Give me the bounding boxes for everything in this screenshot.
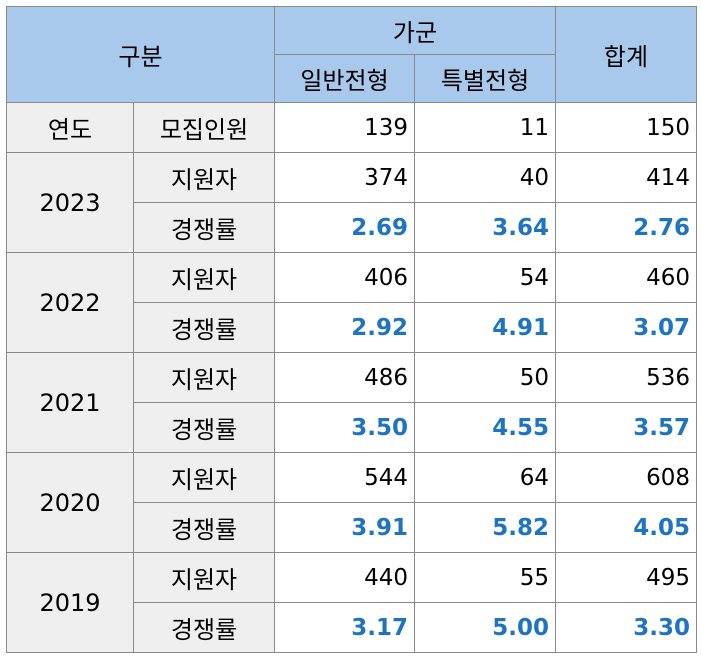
applicants-special: 50 [414, 352, 556, 403]
ratio-general: 2.69 [274, 202, 415, 253]
table-row: 경쟁률 3.91 5.82 4.05 [7, 502, 697, 553]
table-row: 2021 지원자 486 50 536 [6, 352, 697, 453]
ratio-label: 경쟁률 [133, 202, 275, 253]
ratio-general: 3.50 [274, 402, 415, 453]
applicants-label: 지원자 [133, 252, 275, 303]
applicants-special: 55 [414, 552, 556, 603]
table-row: 경쟁률 3.50 4.55 3.57 [7, 402, 697, 453]
ratio-special: 5.00 [414, 602, 556, 653]
admission-stats-table: 구분 가군 합계 일반전형 특별전형 연도 모집인원 139 11 150 20… [6, 6, 697, 653]
ratio-total: 3.07 [555, 302, 697, 353]
table-row: 경쟁률 2.92 4.91 3.07 [7, 302, 697, 353]
ratio-label: 경쟁률 [133, 502, 275, 553]
applicants-total: 608 [555, 452, 697, 503]
applicants-label: 지원자 [133, 152, 275, 203]
applicants-special: 40 [414, 152, 556, 203]
applicants-total: 460 [555, 252, 697, 303]
applicants-general: 486 [274, 352, 415, 403]
ratio-label: 경쟁률 [133, 602, 275, 653]
ratio-total: 3.30 [555, 602, 697, 653]
ratio-special: 5.82 [414, 502, 556, 553]
header-special: 특별전형 [414, 54, 556, 103]
applicants-label: 지원자 [133, 552, 275, 603]
ratio-special: 4.91 [414, 302, 556, 353]
applicants-special: 64 [414, 452, 556, 503]
ratio-label: 경쟁률 [133, 302, 275, 353]
applicants-special: 54 [414, 252, 556, 303]
table-row: 2019 지원자 440 55 495 [6, 552, 697, 653]
ratio-general: 3.91 [274, 502, 415, 553]
applicants-total: 495 [555, 552, 697, 603]
header-general: 일반전형 [274, 54, 415, 103]
table-row: 2022 지원자 406 54 460 [6, 252, 697, 353]
ratio-label: 경쟁률 [133, 402, 275, 453]
applicants-total: 414 [555, 152, 697, 203]
year-cell: 2021 [6, 352, 134, 453]
applicants-label: 지원자 [133, 352, 275, 403]
ratio-total: 4.05 [555, 502, 697, 553]
quota-total: 150 [555, 102, 697, 153]
year-cell: 2020 [6, 452, 134, 553]
ratio-general: 3.17 [274, 602, 415, 653]
table-row: 2023 지원자 374 40 414 [6, 152, 697, 253]
applicants-label: 지원자 [133, 452, 275, 503]
quota-label: 모집인원 [133, 102, 275, 153]
quota-general: 139 [274, 102, 415, 153]
header-category: 구분 [6, 6, 275, 103]
applicants-total: 536 [555, 352, 697, 403]
ratio-special: 4.55 [414, 402, 556, 453]
year-cell: 2019 [6, 552, 134, 653]
ratio-general: 2.92 [274, 302, 415, 353]
applicants-general: 544 [274, 452, 415, 503]
applicants-general: 406 [274, 252, 415, 303]
quota-row: 연도 모집인원 139 11 150 [6, 102, 697, 153]
header-gagun: 가군 [274, 6, 556, 55]
year-cell: 2022 [6, 252, 134, 353]
ratio-total: 3.57 [555, 402, 697, 453]
applicants-general: 374 [274, 152, 415, 203]
ratio-special: 3.64 [414, 202, 556, 253]
header-total: 합계 [555, 6, 697, 103]
applicants-general: 440 [274, 552, 415, 603]
ratio-total: 2.76 [555, 202, 697, 253]
quota-special: 11 [414, 102, 556, 153]
table-row: 2020 지원자 544 64 608 [6, 452, 697, 553]
year-cell: 2023 [6, 152, 134, 253]
table-row: 경쟁률 3.17 5.00 3.30 [7, 602, 697, 653]
year-label: 연도 [6, 102, 134, 153]
